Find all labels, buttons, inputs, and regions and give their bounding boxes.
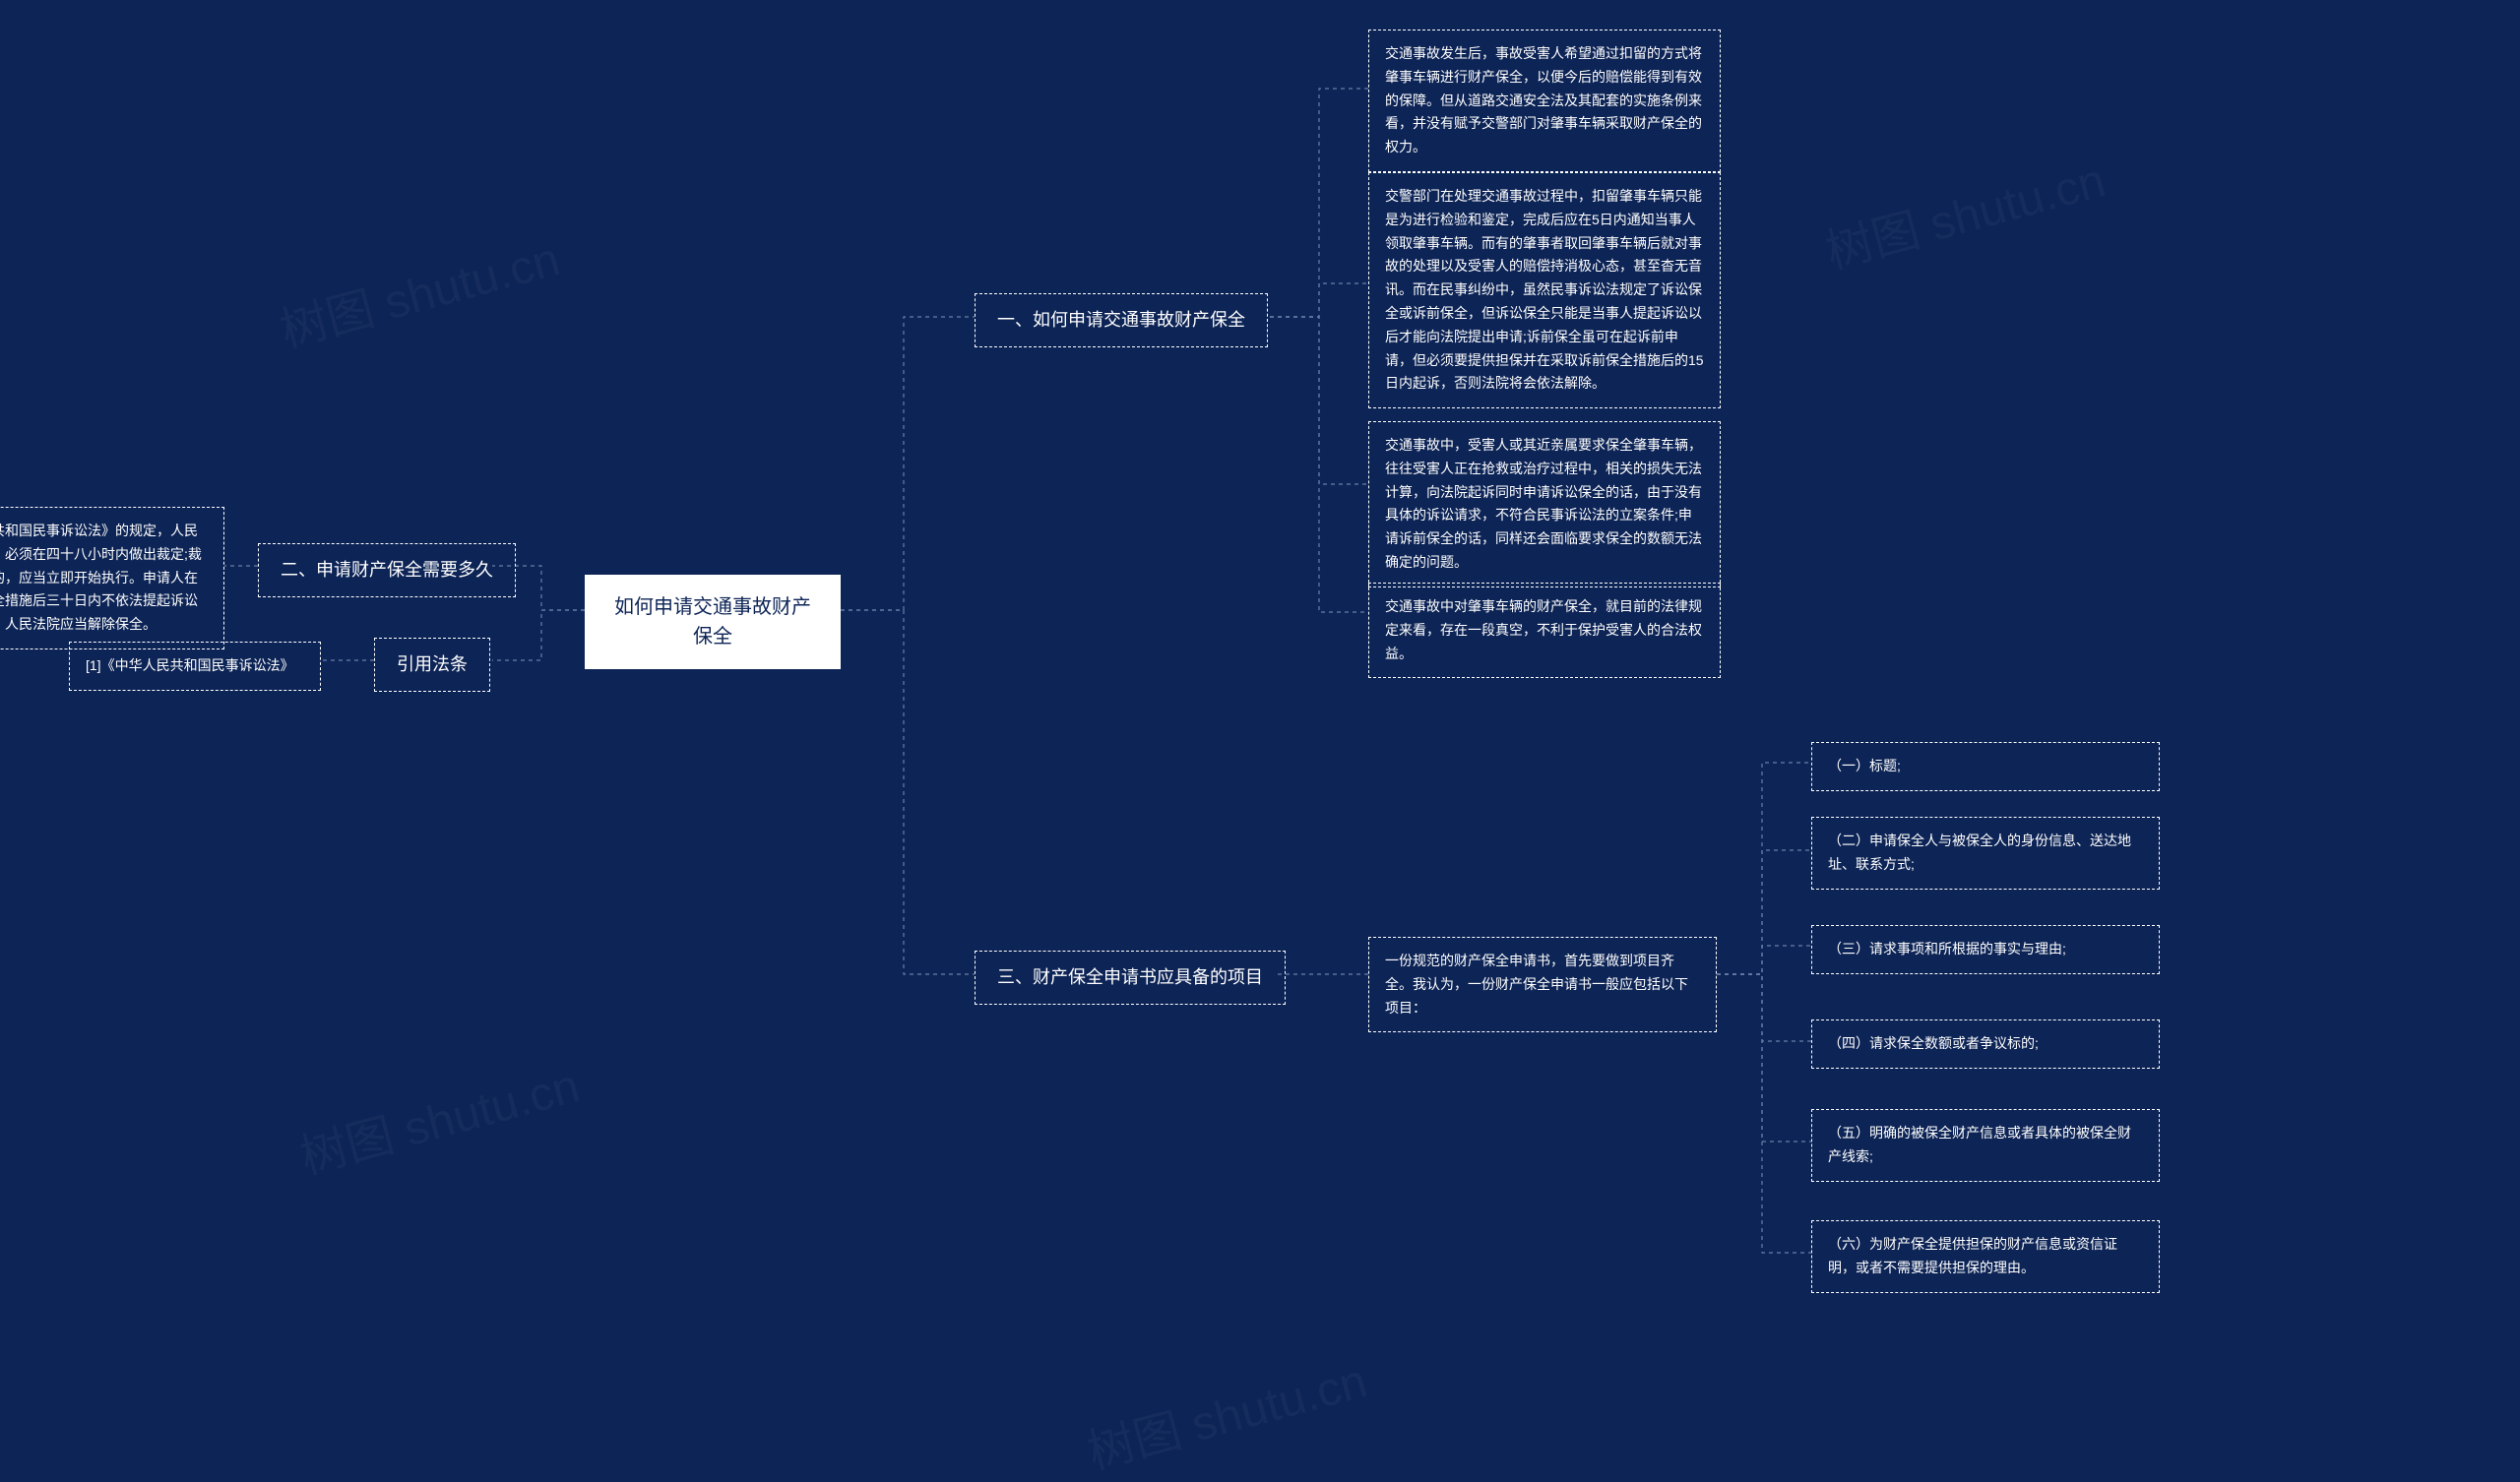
leaf-b3-5-text: （五）明确的被保全财产信息或者具体的被保全财产线索; [1828, 1125, 2131, 1164]
branch-4: 引用法条 [374, 638, 490, 692]
leaf-b3-3: （三）请求事项和所根据的事实与理由; [1811, 925, 2160, 974]
branch-1-label: 一、如何申请交通事故财产保全 [997, 310, 1245, 330]
leaf-b4-1: [1]《中华人民共和国民事诉讼法》 [69, 642, 321, 691]
leaf-b1-2-text: 交警部门在处理交通事故过程中，扣留肇事车辆只能是为进行检验和鉴定，完成后应在5日… [1385, 188, 1704, 391]
leaf-b1-1: 交通事故发生后，事故受害人希望通过扣留的方式将肇事车辆进行财产保全，以便今后的赔… [1368, 30, 1721, 172]
leaf-b1-3-text: 交通事故中，受害人或其近亲属要求保全肇事车辆，往往受害人正在抢救或治疗过程中，相… [1385, 437, 1702, 570]
leaf-b3-intro-text: 一份规范的财产保全申请书，首先要做到项目齐全。我认为，一份财产保全申请书一般应包… [1385, 953, 1688, 1016]
center-node: 如何申请交通事故财产保全 [585, 575, 841, 669]
leaf-b1-1-text: 交通事故发生后，事故受害人希望通过扣留的方式将肇事车辆进行财产保全，以便今后的赔… [1385, 45, 1702, 154]
leaf-b3-5: （五）明确的被保全财产信息或者具体的被保全财产线索; [1811, 1109, 2160, 1182]
branch-2: 二、申请财产保全需要多久 [258, 543, 516, 597]
watermark: 树图 shutu.cn [1079, 1342, 1373, 1482]
leaf-b1-3: 交通事故中，受害人或其近亲属要求保全肇事车辆，往往受害人正在抢救或治疗过程中，相… [1368, 421, 1721, 587]
leaf-b1-4-text: 交通事故中对肇事车辆的财产保全，就目前的法律规定来看，存在一段真空，不利于保护受… [1385, 598, 1702, 661]
branch-3: 三、财产保全申请书应具备的项目 [975, 951, 1286, 1005]
watermark: 树图 shutu.cn [291, 1047, 586, 1188]
center-title: 如何申请交通事故财产保全 [614, 596, 811, 648]
branch-3-label: 三、财产保全申请书应具备的项目 [997, 967, 1263, 987]
leaf-b3-6-text: （六）为财产保全提供担保的财产信息或资信证明，或者不需要提供担保的理由。 [1828, 1236, 2117, 1275]
watermark: 树图 shutu.cn [1817, 142, 2111, 282]
watermark: 树图 shutu.cn [272, 220, 566, 361]
branch-4-label: 引用法条 [397, 654, 468, 674]
leaf-b3-3-text: （三）请求事项和所根据的事实与理由; [1828, 941, 2066, 957]
branch-1: 一、如何申请交通事故财产保全 [975, 293, 1268, 347]
leaf-b3-2-text: （二）申请保全人与被保全人的身份信息、送达地址、联系方式; [1828, 833, 2131, 872]
leaf-b2-1: 根据《中华人民共和国民事诉讼法》的规定，人民法院接受申请后，必须在四十八小时内做… [0, 507, 224, 649]
leaf-b1-4: 交通事故中对肇事车辆的财产保全，就目前的法律规定来看，存在一段真空，不利于保护受… [1368, 583, 1721, 678]
leaf-b3-1: （一）标题; [1811, 742, 2160, 791]
branch-2-label: 二、申请财产保全需要多久 [281, 560, 493, 580]
leaf-b3-2: （二）申请保全人与被保全人的身份信息、送达地址、联系方式; [1811, 817, 2160, 890]
leaf-b3-4-text: （四）请求保全数额或者争议标的; [1828, 1035, 2039, 1051]
leaf-b3-1-text: （一）标题; [1828, 758, 1901, 773]
leaf-b3-4: （四）请求保全数额或者争议标的; [1811, 1019, 2160, 1069]
leaf-b2-1-text: 根据《中华人民共和国民事诉讼法》的规定，人民法院接受申请后，必须在四十八小时内做… [0, 523, 202, 632]
leaf-b1-2: 交警部门在处理交通事故过程中，扣留肇事车辆只能是为进行检验和鉴定，完成后应在5日… [1368, 172, 1721, 408]
leaf-b3-6: （六）为财产保全提供担保的财产信息或资信证明，或者不需要提供担保的理由。 [1811, 1220, 2160, 1293]
leaf-b3-intro: 一份规范的财产保全申请书，首先要做到项目齐全。我认为，一份财产保全申请书一般应包… [1368, 937, 1717, 1032]
leaf-b4-1-text: [1]《中华人民共和国民事诉讼法》 [86, 657, 294, 673]
